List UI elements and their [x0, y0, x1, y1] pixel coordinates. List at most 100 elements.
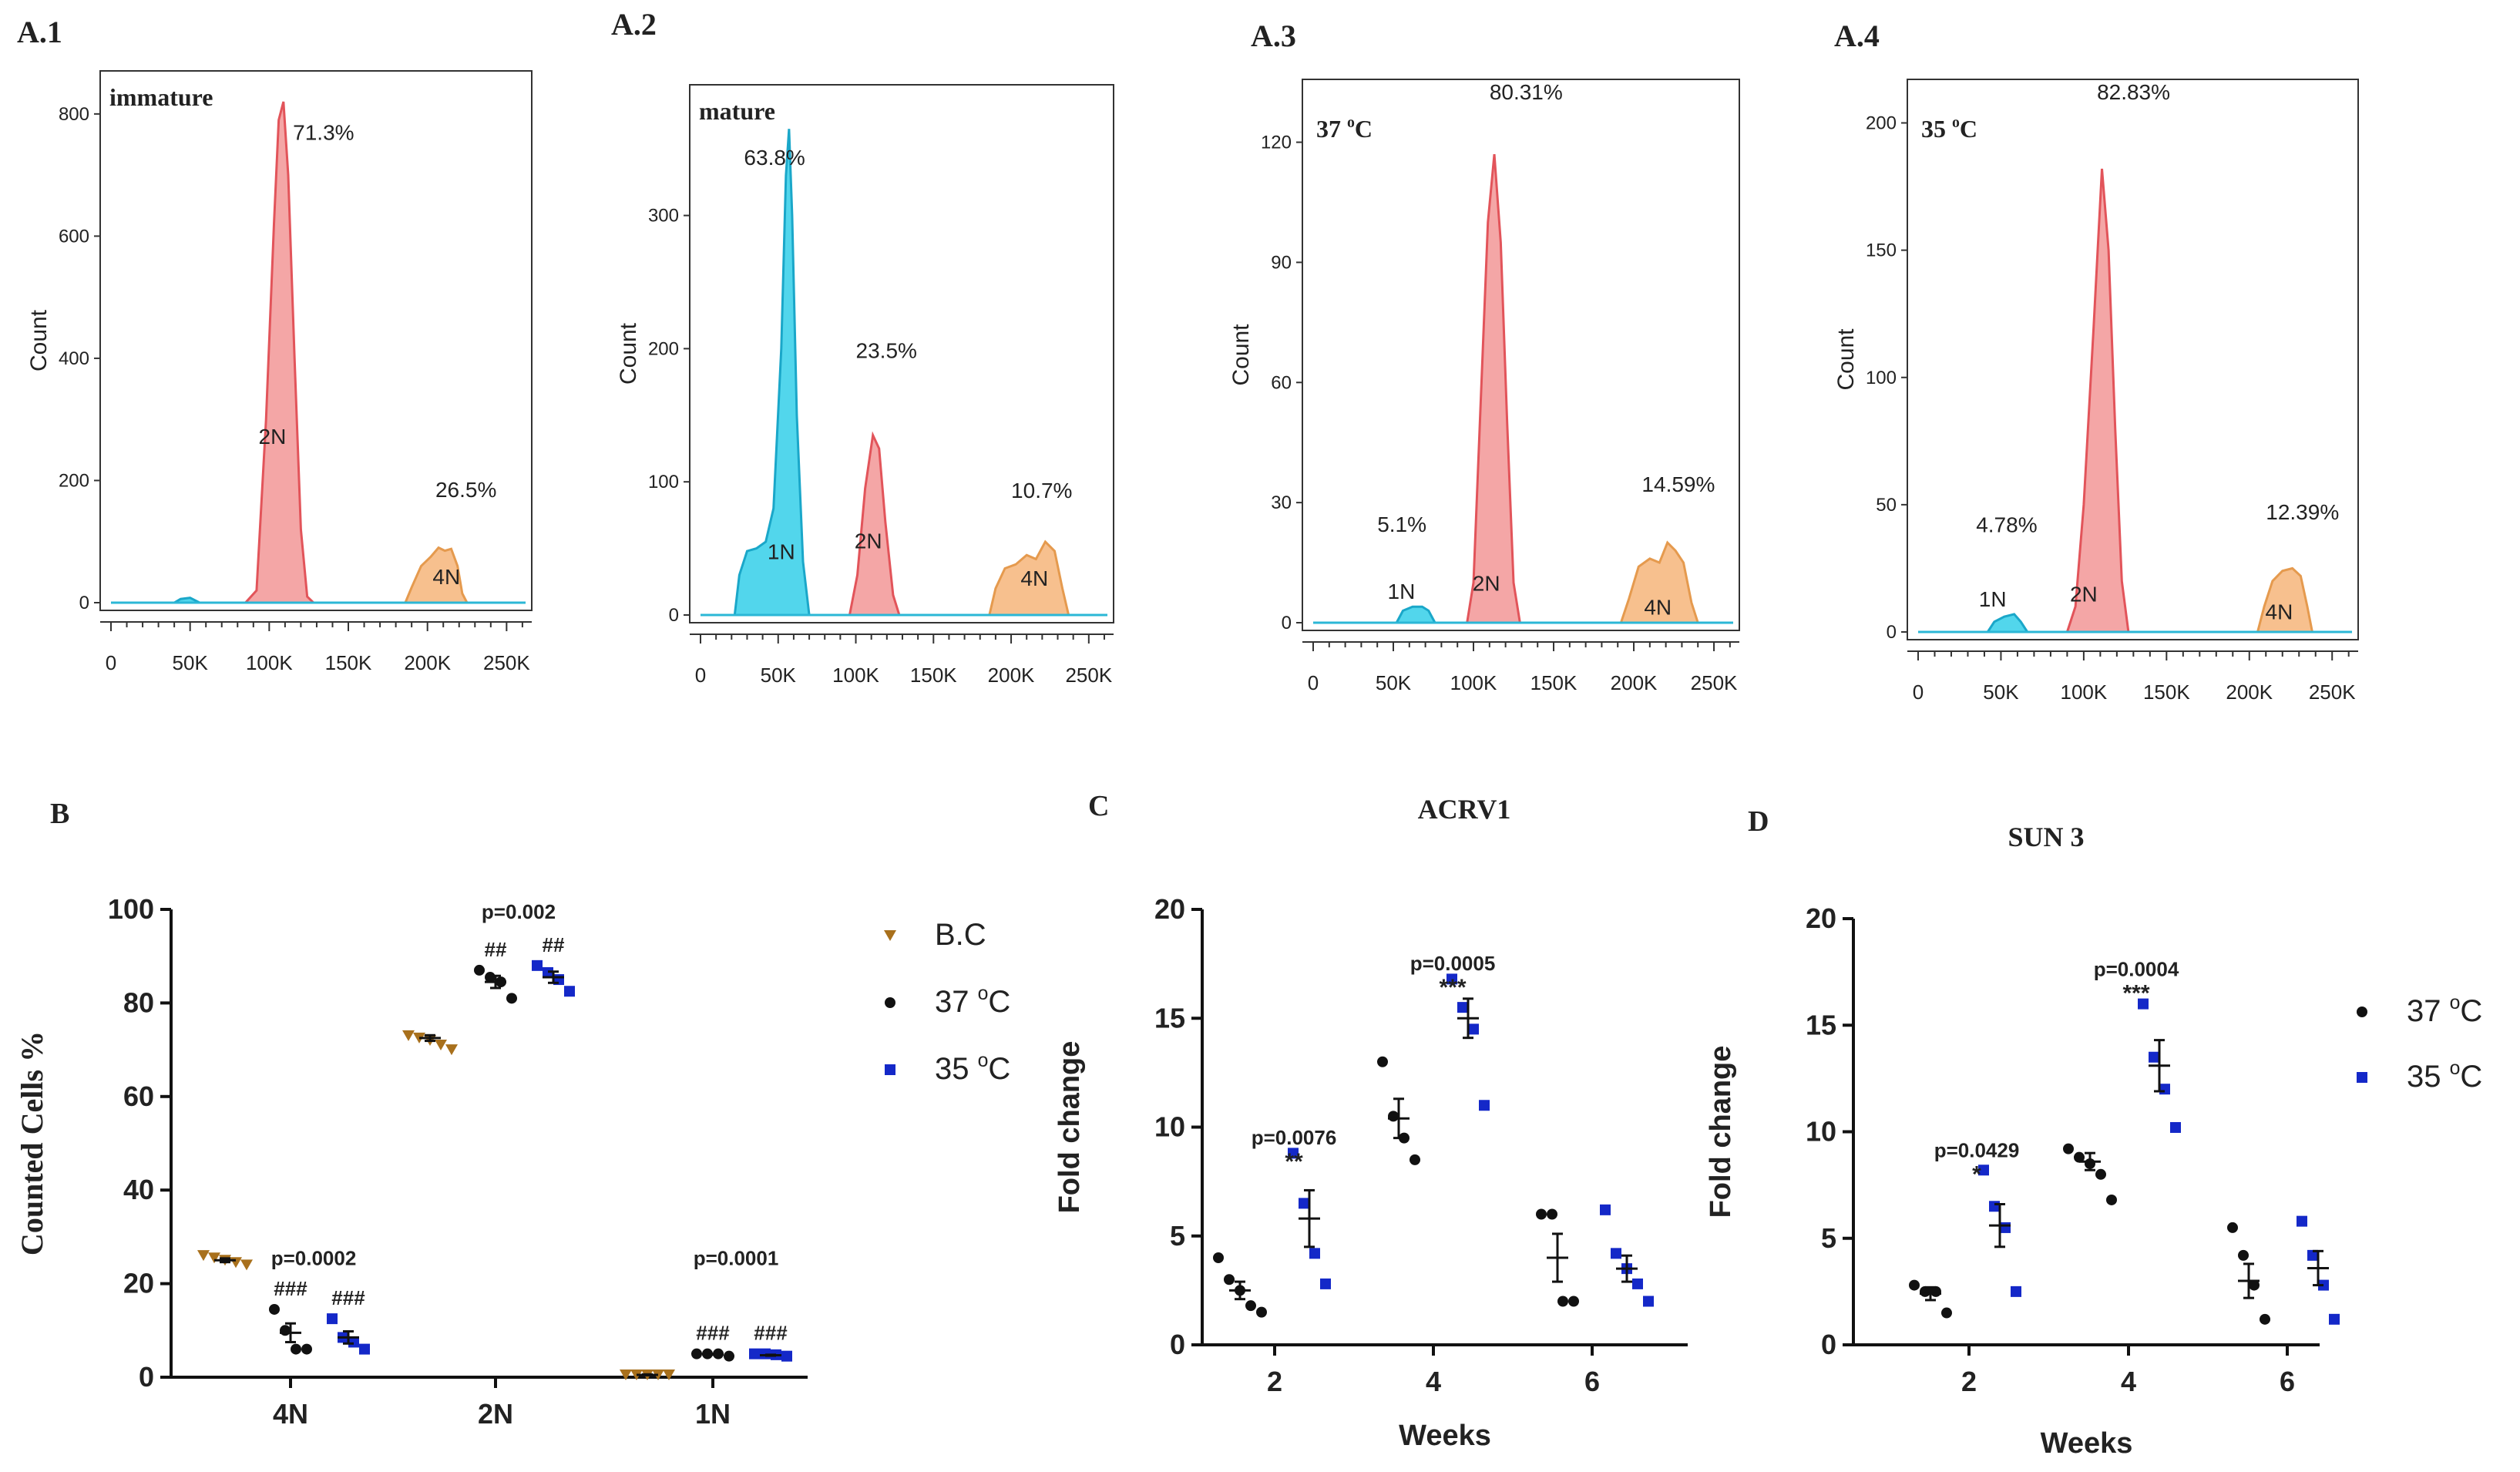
legend-marker-c35	[885, 1064, 895, 1075]
x-tick-label: 0	[1308, 671, 1319, 694]
y-axis-label: Count	[616, 322, 641, 385]
panel-label-D: D	[1748, 805, 1769, 838]
peak-2N	[1465, 154, 1522, 624]
y-tick-label: 30	[1271, 492, 1292, 513]
data-point-c37	[1224, 1274, 1235, 1285]
peak-1N	[1394, 605, 1437, 624]
histogram-title-sup: o	[1347, 114, 1355, 131]
legend-label-c37-sup: o	[978, 983, 989, 1004]
data-point-bc	[197, 1250, 210, 1262]
x-tick-label: 100K	[1450, 671, 1497, 694]
data-point-c35	[532, 959, 543, 971]
legend-label-c37: 37 oC	[2407, 993, 2482, 1028]
data-point-c37	[1256, 1306, 1267, 1318]
data-point-c35	[2329, 1313, 2340, 1325]
y-tick-label: 200	[59, 470, 89, 491]
legend-label-c35-tail: C	[2460, 1060, 2482, 1094]
data-point-c37	[2074, 1151, 2085, 1163]
histogram-A1: A.1 2N 71.3% 4N 26.5% immature 0 200 400 600 800 Co…	[17, 15, 533, 674]
data-point-c37	[1941, 1307, 1952, 1319]
y-tick-label: 200	[648, 338, 679, 359]
data-point-c35	[1643, 1296, 1654, 1307]
data-point-c37	[1245, 1300, 1256, 1312]
peak-percent-2N: 71.3%	[293, 120, 354, 144]
data-point-c35	[2011, 1285, 2021, 1297]
x-tick-label: 0	[1913, 681, 1924, 704]
data-point-bc	[435, 1040, 447, 1051]
peak-percent-2N: 23.5%	[856, 338, 917, 362]
plot-frame	[99, 70, 533, 611]
data-point-c35	[564, 986, 575, 997]
y-axis-label: Count	[1228, 324, 1254, 386]
x-tick-label: 150K	[1530, 671, 1578, 694]
data-point-c37	[1536, 1208, 1547, 1220]
x-tick-label: 50K	[761, 664, 797, 687]
data-point-bc	[240, 1259, 253, 1271]
data-point-c37	[724, 1350, 734, 1362]
peak-label-2N: 2N	[259, 425, 287, 449]
x-axis-label: Weeks	[1399, 1420, 1491, 1452]
histogram-title-sup: o	[1952, 114, 1960, 131]
x-tick-label: 4N	[273, 1398, 308, 1430]
scatter-D: D SUN 3 0 5 10 15 20 2 4 6 Fold change Weeks p=0.042…	[1705, 805, 2482, 1460]
legend-marker-c35	[2357, 1072, 2367, 1083]
x-tick-label: 4	[1426, 1366, 1441, 1397]
data-point-c37	[269, 1303, 280, 1315]
peak-percent-1N: 4.78%	[1976, 513, 2037, 536]
data-point-c37	[1377, 1056, 1388, 1067]
y-tick-label: 15	[1154, 1002, 1185, 1033]
data-point-c35	[2149, 1051, 2159, 1063]
panel-label-A4: A.4	[1834, 18, 1880, 53]
x-tick-label: 0	[106, 651, 116, 674]
data-point-c35	[1479, 1100, 1490, 1111]
p-value-label: p=0.0429	[1934, 1139, 2020, 1162]
significance-mark: ###	[696, 1322, 730, 1345]
histogram-title: immature	[109, 83, 213, 111]
data-point-bc	[620, 1369, 632, 1380]
x-tick-label: 100K	[832, 664, 879, 687]
y-tick-label: 0	[1887, 622, 1897, 643]
plot-frame	[1302, 79, 1740, 631]
x-tick-label: 200K	[404, 651, 451, 674]
significance-stars: ***	[2122, 981, 2149, 1007]
panel-label-B: B	[50, 798, 69, 830]
y-tick-label: 120	[1261, 133, 1292, 153]
peak-2N	[243, 101, 317, 604]
peak-label-2N: 2N	[2070, 582, 2098, 606]
data-point-c37	[291, 1343, 301, 1355]
data-point-c37	[2227, 1222, 2238, 1233]
peak-label-4N: 4N	[1020, 566, 1048, 590]
peak-percent-4N: 14.59%	[1641, 472, 1715, 496]
y-tick-label: 0	[1821, 1329, 1836, 1360]
y-tick-label: 20	[1154, 893, 1185, 925]
significance-mark: ###	[274, 1277, 307, 1300]
x-tick-label: 150K	[325, 651, 372, 674]
data-point-c37	[2260, 1313, 2270, 1325]
x-tick-label: 250K	[483, 651, 530, 674]
p-value-label: p=0.0076	[1252, 1126, 1337, 1149]
y-tick-label: 20	[123, 1268, 154, 1299]
p-value-label: p=0.0002	[271, 1246, 357, 1269]
y-tick-label: 600	[59, 226, 89, 247]
data-point-c37	[2238, 1249, 2249, 1261]
y-tick-label: 5	[1170, 1220, 1185, 1252]
y-tick-label: 0	[1170, 1329, 1185, 1360]
x-tick-label: 100K	[2061, 681, 2108, 704]
data-point-c35	[1309, 1248, 1320, 1259]
y-tick-label: 80	[123, 986, 154, 1018]
data-point-c37	[1547, 1208, 1557, 1220]
y-axis-label: Count	[1833, 328, 1859, 391]
histogram-title-base: 35	[1921, 115, 1952, 143]
x-tick-label: 50K	[173, 651, 209, 674]
peak-2N	[848, 431, 901, 617]
panel-label-A2: A.2	[611, 7, 657, 42]
peak-percent-2N: 82.83%	[2097, 80, 2170, 104]
significance-mark: ###	[331, 1286, 365, 1309]
chart-title: ACRV1	[1418, 794, 1511, 825]
y-tick-label: 60	[1271, 372, 1292, 393]
x-tick-label: 4	[2121, 1366, 2136, 1397]
y-tick-label: 90	[1271, 252, 1292, 273]
legend-label-c37-tail: C	[988, 985, 1010, 1019]
peak-4N	[403, 546, 469, 604]
